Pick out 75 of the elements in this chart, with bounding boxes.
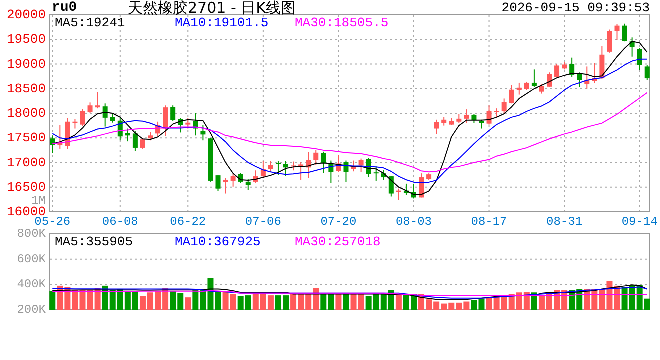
candlestick bbox=[95, 92, 100, 110]
x-tick-label: 09-14 bbox=[622, 215, 658, 229]
candlestick bbox=[374, 166, 379, 182]
text: MA5:19241 bbox=[55, 16, 126, 30]
x-tick-label: 06-22 bbox=[170, 215, 206, 229]
y-tick-label: 200K bbox=[17, 303, 47, 317]
candlestick bbox=[644, 64, 650, 81]
candlestick bbox=[509, 84, 514, 104]
candlestick bbox=[614, 24, 620, 41]
candlestick bbox=[186, 118, 191, 130]
x-tick-label: 05-26 bbox=[34, 215, 71, 229]
y-tick-label: 400K bbox=[17, 278, 47, 292]
text: MA30:257018 bbox=[295, 234, 381, 250]
candlestick bbox=[472, 113, 477, 124]
text: MA5:355905 bbox=[55, 234, 134, 250]
candlestick bbox=[539, 84, 544, 94]
candlestick bbox=[358, 158, 364, 173]
candlestick bbox=[216, 175, 221, 192]
candlestick bbox=[554, 64, 560, 78]
candlestick bbox=[284, 160, 289, 177]
candlestick bbox=[163, 105, 168, 137]
candlestick bbox=[388, 176, 394, 198]
y-tick-label: 17000 bbox=[6, 155, 46, 170]
candlestick bbox=[246, 178, 251, 191]
candlestick bbox=[132, 130, 138, 152]
y-tick-label: 16500 bbox=[6, 180, 46, 195]
candlestick bbox=[102, 103, 108, 128]
x-tick-label: 07-20 bbox=[320, 215, 357, 229]
y-tick-label: 18500 bbox=[6, 81, 46, 96]
candlestick bbox=[170, 105, 176, 122]
candlestick bbox=[464, 109, 470, 124]
y-tick-label: 600K bbox=[17, 252, 47, 266]
candlestick bbox=[607, 29, 612, 54]
text: MA10:19101.5 bbox=[175, 16, 269, 30]
candlestick bbox=[396, 188, 402, 201]
annotation: 2026-09-15 09:39:53 bbox=[502, 0, 650, 16]
candlestick bbox=[125, 128, 130, 142]
x-tick-label: 07-06 bbox=[245, 215, 282, 229]
candlestick bbox=[223, 178, 228, 194]
y-tick-label: 19500 bbox=[6, 32, 46, 48]
candlestick bbox=[547, 72, 552, 88]
candlestick bbox=[434, 119, 440, 135]
candlestick bbox=[622, 23, 628, 42]
text: MA10:367925 bbox=[175, 234, 261, 250]
candlestick bbox=[72, 118, 78, 130]
candlestick bbox=[321, 151, 326, 174]
candlestick bbox=[50, 135, 56, 154]
x-tick-label: 08-17 bbox=[471, 215, 508, 229]
y-tick-label: 18000 bbox=[6, 106, 46, 121]
candlestick bbox=[268, 160, 274, 172]
candlestick bbox=[230, 174, 236, 188]
candlestick bbox=[80, 108, 86, 127]
candlestick bbox=[516, 82, 522, 96]
candlestick bbox=[276, 160, 281, 176]
candlestick bbox=[314, 150, 319, 166]
annotation: ru0 bbox=[52, 0, 78, 16]
x-tick-label: 08-31 bbox=[546, 215, 583, 229]
chart-title: 天然橡胶2701 - 日K线图 bbox=[128, 0, 296, 17]
candlestick bbox=[110, 112, 116, 124]
candlestick bbox=[200, 124, 206, 142]
text: 1M bbox=[32, 194, 46, 208]
text: MA30:18505.5 bbox=[295, 16, 389, 30]
candlestick bbox=[637, 48, 642, 71]
candlestick bbox=[532, 69, 537, 88]
candlestick bbox=[140, 138, 146, 150]
candlestick bbox=[577, 72, 582, 88]
y-tick-label: 800K bbox=[17, 227, 47, 241]
y-tick-label: 19000 bbox=[6, 56, 46, 72]
candlestick bbox=[486, 105, 492, 126]
candlestick bbox=[502, 98, 507, 114]
candlestick bbox=[88, 102, 93, 114]
x-tick-label: 08-03 bbox=[396, 215, 432, 229]
y-tick-label: 20000 bbox=[6, 8, 46, 22]
y-tick-label: 17500 bbox=[6, 130, 46, 146]
x-tick-label: 06-08 bbox=[102, 215, 138, 229]
